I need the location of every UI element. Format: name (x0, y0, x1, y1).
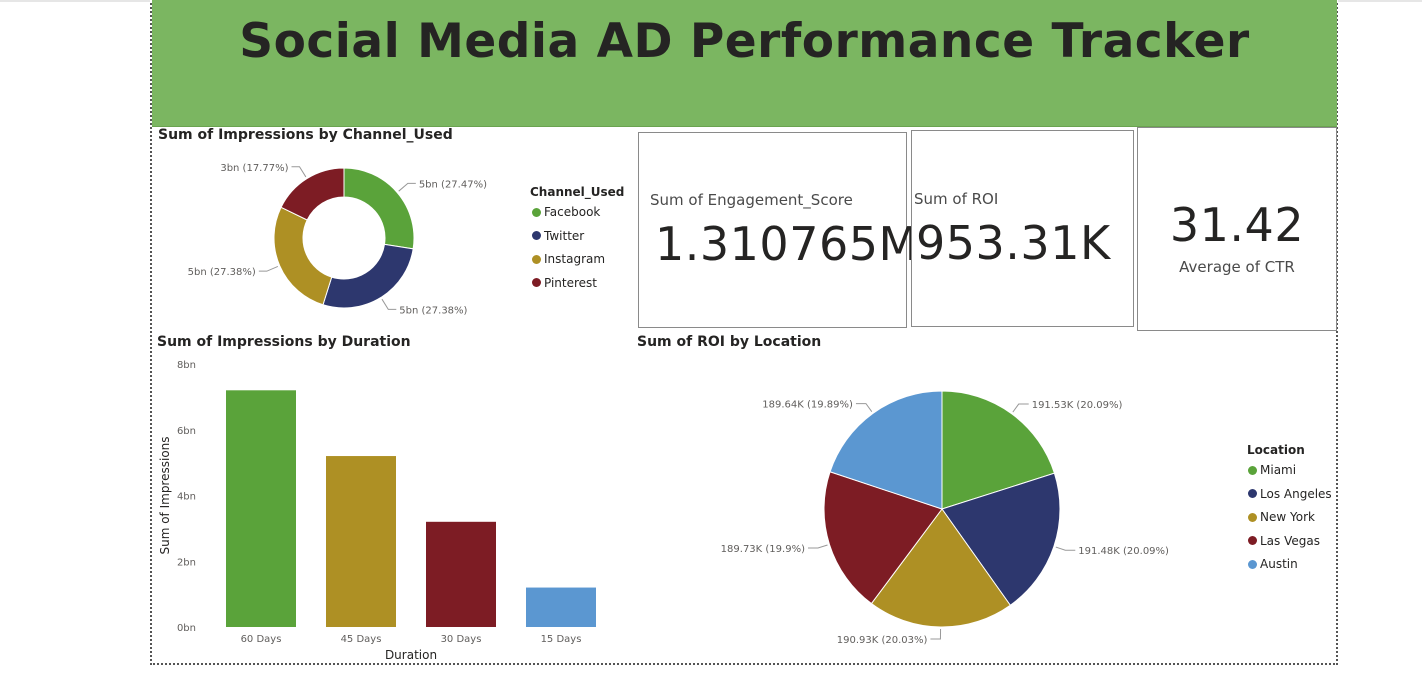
bar-title: Sum of Impressions by Duration (157, 334, 411, 350)
x-tick-label: 15 Days (541, 634, 582, 645)
y-tick-label: 6bn (177, 426, 196, 437)
x-tick-label: 30 Days (441, 634, 482, 645)
roi-label: Sum of ROI (914, 190, 999, 208)
donut-title: Sum of Impressions by Channel_Used (158, 127, 453, 143)
legend-label: New York (1260, 510, 1315, 524)
pie-slice-miami[interactable] (941, 390, 1056, 510)
pie-slice-las-vegas[interactable] (823, 471, 943, 605)
pie-legend-item-los-angeles[interactable]: Los Angeles (1248, 487, 1332, 501)
ctr-label: Average of CTR (1179, 258, 1295, 276)
legend-label: Pinterest (544, 275, 598, 290)
pie-slice-los-angeles[interactable] (941, 472, 1061, 606)
donut-legend-item-twitter[interactable]: Twitter (532, 229, 584, 243)
legend-label: Las Vegas (1260, 533, 1320, 548)
pie-leader-line (855, 403, 873, 412)
y-tick-label: 2bn (177, 557, 196, 568)
pie-legend-item-austin[interactable]: Austin (1248, 557, 1298, 571)
pie-data-label: 190.93K (20.03%) (837, 635, 928, 646)
donut-chart[interactable]: 5bn (27.47%) 5bn (27.38%) 5bn (27.38%) 3bn … (160, 150, 520, 330)
donut-slice-twitter[interactable] (322, 243, 414, 309)
pie-data-label: 189.73K (19.9%) (721, 544, 805, 555)
legend-label: Twitter (544, 228, 585, 243)
bar-chart[interactable]: 0bn 2bn 4bn 6bn 8bn 60 Days 45 Days 30 Days 15 D… (155, 355, 625, 665)
pie-data-label: 189.64K (19.89%) (762, 400, 853, 411)
legend-dot-icon (1248, 489, 1257, 498)
pie-title: Sum of ROI by Location (637, 334, 822, 350)
bar-30-days[interactable] (426, 521, 496, 627)
donut-slice-pinterest[interactable] (280, 167, 345, 221)
donut-leader-line (258, 265, 279, 272)
pie-data-label: 191.48K (20.09%) (1078, 546, 1169, 557)
pie-leader-line (807, 544, 828, 549)
donut-legend-item-instagram[interactable]: Instagram (532, 252, 605, 266)
x-axis-title: Duration (385, 648, 437, 662)
legend-label: Instagram (544, 252, 606, 266)
pie-leader-line (930, 628, 942, 640)
legend-dot-icon (532, 278, 541, 287)
y-tick-label: 0bn (177, 623, 196, 634)
y-tick-label: 4bn (177, 492, 196, 503)
donut-data-label: 5bn (27.38%) (188, 267, 256, 278)
donut-legend-title: Channel_Used (530, 185, 625, 199)
donut-data-label: 5bn (27.38%) (399, 305, 467, 316)
y-axis-title: Sum of Impressions (158, 436, 172, 554)
legend-dot-icon (1248, 465, 1257, 475)
bar-60-days[interactable] (226, 390, 296, 627)
ctr-card[interactable]: 31.42 Average of CTR (1137, 127, 1337, 331)
pie-slice-new-york[interactable] (870, 508, 1011, 628)
engagement-value: 1.310765M (655, 217, 919, 271)
roi-value: 953.31K (916, 216, 1111, 270)
engagement-card[interactable]: Sum of Engagement_Score 1.310765M (638, 132, 918, 328)
donut-leader-line (291, 166, 307, 178)
legend-dot-icon (1248, 512, 1257, 522)
engagement-label: Sum of Engagement_Score (650, 191, 853, 209)
pie-leader-line (1012, 403, 1029, 413)
y-tick-label: 8bn (177, 360, 196, 371)
report-header: Social Media AD Performance Tracker (152, 0, 1337, 127)
x-tick-label: 60 Days (241, 634, 282, 645)
x-tick-label: 45 Days (341, 634, 382, 645)
pie-data-label: 191.53K (20.09%) (1032, 400, 1123, 411)
bar-45-days[interactable] (326, 456, 396, 627)
pie-chart[interactable]: 191.53K (20.09%) 191.48K (20.09%) 190.93K … (700, 370, 1220, 660)
legend-dot-icon (532, 207, 541, 217)
roi-card[interactable]: Sum of ROI 953.31K (911, 130, 1134, 327)
legend-label: Miami (1260, 463, 1297, 477)
donut-slice-facebook[interactable] (343, 167, 415, 250)
pie-legend-item-las-vegas[interactable]: Las Vegas (1248, 534, 1320, 548)
donut-legend-item-facebook[interactable]: Facebook (532, 205, 600, 219)
legend-dot-icon (1248, 559, 1257, 569)
legend-dot-icon (532, 254, 541, 264)
legend-dot-icon (532, 231, 541, 240)
pie-legend-item-new-york[interactable]: New York (1248, 510, 1315, 524)
pie-slice-austin[interactable] (829, 390, 943, 510)
legend-dot-icon (1248, 536, 1257, 545)
report-title: Social Media AD Performance Tracker (239, 14, 1250, 69)
pie-legend-item-miami[interactable]: Miami (1248, 463, 1296, 477)
pie-leader-line (1055, 546, 1076, 551)
legend-label: Los Angeles (1260, 486, 1332, 501)
bar-15-days[interactable] (526, 587, 596, 627)
donut-data-label: 5bn (27.47%) (419, 179, 487, 190)
donut-slice-instagram[interactable] (273, 206, 333, 306)
donut-legend-item-pinterest[interactable]: Pinterest (532, 276, 597, 290)
donut-leader-line (381, 298, 397, 310)
donut-data-label: 3bn (17.77%) (220, 163, 288, 174)
donut-leader-line (398, 182, 416, 192)
ctr-value: 31.42 (1169, 198, 1305, 252)
pie-legend-title: Location (1247, 443, 1305, 457)
legend-label: Facebook (544, 205, 601, 219)
legend-label: Austin (1260, 557, 1298, 571)
